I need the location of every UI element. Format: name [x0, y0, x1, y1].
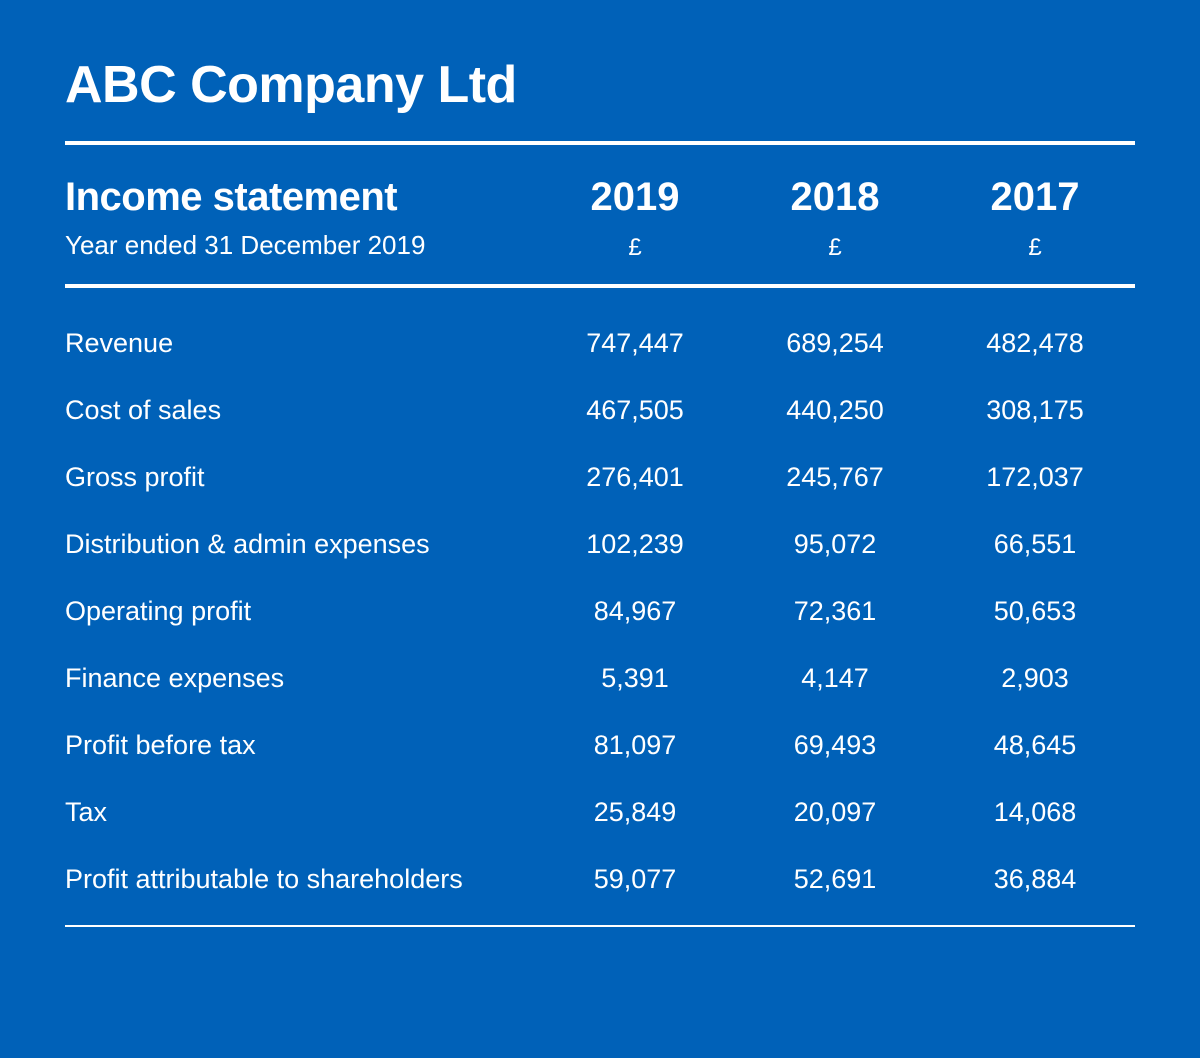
year-label: 2018 — [735, 175, 935, 220]
table-row: Profit before tax 81,097 69,493 48,645 — [65, 712, 1135, 779]
table-row: Operating profit 84,967 72,361 50,653 — [65, 578, 1135, 645]
table-row: Tax 25,849 20,097 14,068 — [65, 779, 1135, 846]
cell-value: 72,361 — [735, 596, 935, 627]
table-row: Finance expenses 5,391 4,147 2,903 — [65, 645, 1135, 712]
cell-value: 81,097 — [535, 730, 735, 761]
row-label: Gross profit — [65, 462, 535, 493]
table-body: Revenue 747,447 689,254 482,478 Cost of … — [65, 310, 1135, 913]
row-label: Cost of sales — [65, 395, 535, 426]
cell-value: 2,903 — [935, 663, 1135, 694]
column-header: 2017 £ — [935, 175, 1135, 262]
row-label: Profit before tax — [65, 730, 535, 761]
cell-value: 59,077 — [535, 864, 735, 895]
year-label: 2017 — [935, 175, 1135, 220]
cell-value: 689,254 — [735, 328, 935, 359]
cell-value: 25,849 — [535, 797, 735, 828]
cell-value: 172,037 — [935, 462, 1135, 493]
cell-value: 48,645 — [935, 730, 1135, 761]
column-header: 2019 £ — [535, 175, 735, 262]
cell-value: 5,391 — [535, 663, 735, 694]
table-row: Revenue 747,447 689,254 482,478 — [65, 310, 1135, 377]
currency-label: £ — [535, 234, 735, 262]
cell-value: 50,653 — [935, 596, 1135, 627]
table-header: Income statement Year ended 31 December … — [65, 175, 1135, 262]
row-label: Tax — [65, 797, 535, 828]
cell-value: 52,691 — [735, 864, 935, 895]
row-label: Operating profit — [65, 596, 535, 627]
cell-value: 482,478 — [935, 328, 1135, 359]
column-header: 2018 £ — [735, 175, 935, 262]
table-row: Gross profit 276,401 245,767 172,037 — [65, 444, 1135, 511]
table-row: Profit attributable to shareholders 59,0… — [65, 846, 1135, 913]
cell-value: 66,551 — [935, 529, 1135, 560]
row-label: Distribution & admin expenses — [65, 529, 535, 560]
company-title: ABC Company Ltd — [65, 55, 1135, 115]
cell-value: 467,505 — [535, 395, 735, 426]
cell-value: 440,250 — [735, 395, 935, 426]
cell-value: 4,147 — [735, 663, 935, 694]
cell-value: 245,767 — [735, 462, 935, 493]
year-label: 2019 — [535, 175, 735, 220]
cell-value: 84,967 — [535, 596, 735, 627]
cell-value: 747,447 — [535, 328, 735, 359]
row-label: Revenue — [65, 328, 535, 359]
divider-bottom — [65, 925, 1135, 927]
cell-value: 276,401 — [535, 462, 735, 493]
divider-top — [65, 141, 1135, 145]
cell-value: 20,097 — [735, 797, 935, 828]
section-title: Income statement — [65, 175, 535, 220]
cell-value: 69,493 — [735, 730, 935, 761]
income-statement: ABC Company Ltd Income statement Year en… — [65, 55, 1135, 927]
table-row: Distribution & admin expenses 102,239 95… — [65, 511, 1135, 578]
cell-value: 102,239 — [535, 529, 735, 560]
section-subtitle: Year ended 31 December 2019 — [65, 230, 535, 261]
currency-label: £ — [935, 234, 1135, 262]
cell-value: 95,072 — [735, 529, 935, 560]
divider-header — [65, 284, 1135, 288]
row-label: Finance expenses — [65, 663, 535, 694]
currency-label: £ — [735, 234, 935, 262]
table-row: Cost of sales 467,505 440,250 308,175 — [65, 377, 1135, 444]
row-label: Profit attributable to shareholders — [65, 864, 535, 895]
cell-value: 308,175 — [935, 395, 1135, 426]
cell-value: 36,884 — [935, 864, 1135, 895]
cell-value: 14,068 — [935, 797, 1135, 828]
